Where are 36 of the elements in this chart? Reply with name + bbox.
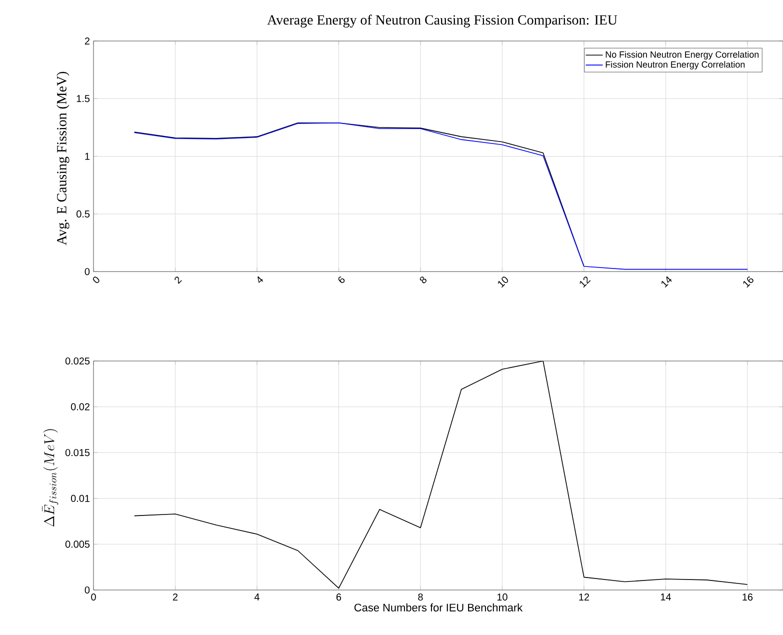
y-tick-label: 0 (84, 268, 90, 276)
y-tick-label: 0.005 (65, 540, 90, 548)
y-tick-label: 0.5 (76, 210, 90, 218)
y-tick-label: 2 (84, 38, 90, 44)
x-tick-label: 8 (420, 276, 426, 284)
y-tick-label: 1.5 (76, 95, 90, 102)
y-tick-label: 1 (85, 152, 90, 160)
x-tick-label: 6 (336, 594, 342, 601)
legend-label: Fission Neutron Energy Correlation (606, 61, 745, 70)
y-tick-label: 0 (84, 586, 90, 594)
x-tick-label: 12 (580, 276, 591, 288)
x-tick-label: 14 (661, 276, 672, 288)
x-tick-label: 0 (92, 276, 100, 284)
y-tick-label: 0.01 (70, 494, 90, 502)
x-tick-label: 2 (174, 276, 182, 284)
y-tick-label: 0.015 (65, 449, 90, 456)
x-tick-label: 16 (743, 276, 754, 288)
x-tick-label: 4 (258, 276, 264, 283)
y-tick-label: 0.025 (65, 357, 90, 365)
x-axis-title: Case Numbers for IEU Benchmark (354, 603, 523, 612)
x-tick-label: 10 (497, 594, 508, 601)
chart-title: Average Energy of Neutron Causing Fission Comparison: IEU (267, 14, 618, 28)
y-axis-title: Avg. E Causing Fission (MeV) (56, 72, 70, 246)
x-tick-label: 8 (418, 594, 423, 601)
x-tick-label: 0 (91, 594, 96, 601)
x-tick-label: 16 (742, 594, 753, 601)
x-tick-label: 12 (579, 594, 590, 600)
legend-label: No Fission Neutron Energy Correlation (606, 51, 759, 60)
y-tick-label: 0.02 (70, 403, 90, 410)
x-tick-label: 10 (498, 276, 508, 288)
line-series (134, 360, 748, 589)
y-axis-title: $\Delta \bar{E}_{fission} (MeV)$ (42, 429, 58, 527)
x-tick-label: 14 (660, 594, 671, 600)
x-tick-label: 2 (172, 594, 178, 600)
x-tick-label: 4 (254, 594, 260, 600)
x-tick-label: 6 (338, 276, 345, 283)
